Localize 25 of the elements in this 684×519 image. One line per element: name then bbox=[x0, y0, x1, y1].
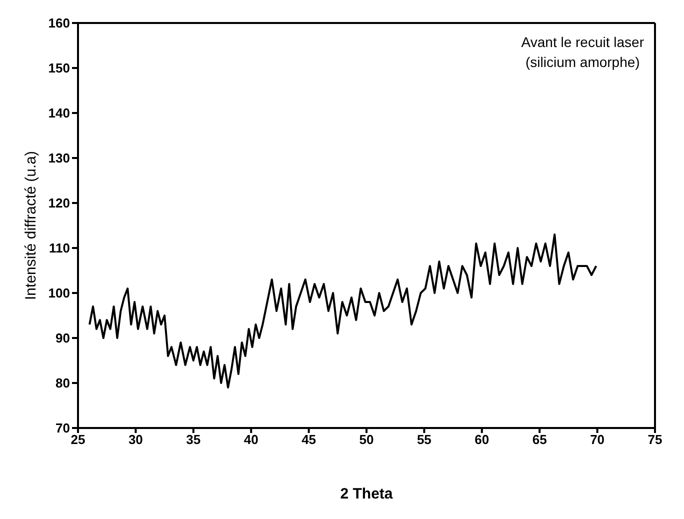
y-tick-label: 120 bbox=[48, 196, 70, 211]
x-tick-label: 25 bbox=[70, 432, 86, 448]
x-tick-label: 65 bbox=[532, 432, 547, 448]
y-axis-title: Intensité diffracté (u.a) bbox=[22, 151, 40, 300]
x-tick-label: 70 bbox=[590, 432, 605, 448]
y-tick-label: 80 bbox=[56, 376, 70, 391]
y-tick-label: 70 bbox=[56, 420, 70, 436]
y-tick-label: 100 bbox=[48, 286, 70, 301]
x-tick-label: 35 bbox=[186, 432, 201, 448]
x-tick-label: 45 bbox=[302, 432, 316, 448]
x-tick-label: 50 bbox=[359, 432, 374, 448]
x-tick-label: 55 bbox=[416, 432, 432, 448]
x-tick-label: 60 bbox=[474, 432, 490, 448]
x-tick-label: 75 bbox=[648, 432, 662, 448]
y-tick-label: 110 bbox=[49, 240, 70, 256]
y-tick-label: 130 bbox=[48, 150, 70, 166]
line-series bbox=[88, 234, 598, 388]
y-tick-label: 90 bbox=[56, 330, 70, 346]
x-tick-label: 30 bbox=[128, 432, 143, 448]
y-tick-label: 150 bbox=[48, 60, 70, 76]
annotation: Avant le recuit laser (silicium amorphe) bbox=[521, 33, 644, 72]
x-axis-title: 2 Theta bbox=[340, 486, 394, 503]
y-tick-label: 160 bbox=[48, 16, 70, 31]
y-tick-label: 140 bbox=[48, 106, 70, 121]
x-tick-label: 40 bbox=[244, 432, 258, 448]
